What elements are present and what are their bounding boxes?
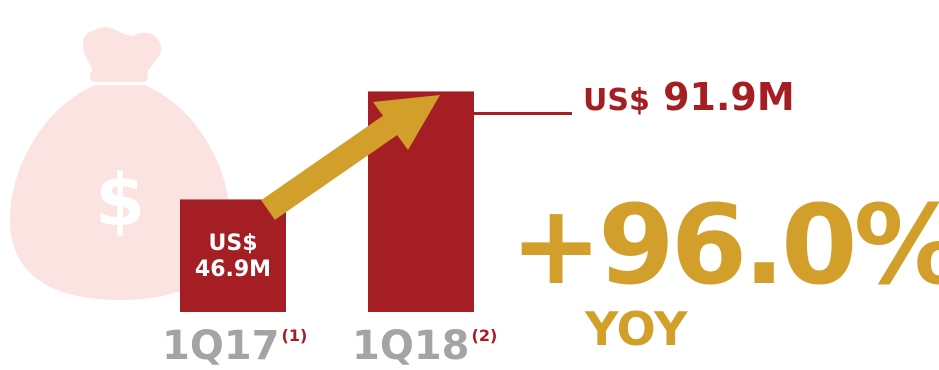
growth-percentage: +96.0% [510,181,939,309]
dollar-sign-icon: $ [95,158,145,242]
bar-1q17 [180,199,286,312]
money-bag-icon [10,27,230,300]
data-label-1q17-currency: US$ [208,231,258,257]
data-label-1q17: US$ 46.9M [180,231,286,283]
x-tick-label-1q17-text: 1Q17 [162,323,280,369]
x-tick-label-1q18-text: 1Q18 [352,323,470,369]
growth-arrow-icon [261,95,440,220]
growth-period: YOY [585,302,688,356]
data-label-1q18-amount: 91.9M [663,75,795,119]
chart-canvas: $ [10,27,572,312]
data-label-1q18: US$ 91.9M [583,75,795,119]
x-tick-note-1q18: (2) [471,326,498,345]
chart: $ US$ 46.9M US$ 91.9M +96.0% YOY 1Q17 (1)… [10,27,939,369]
data-label-1q17-amount: 46.9M [194,257,272,283]
x-tick-label-1q17: 1Q17 (1) [162,312,307,370]
data-label-1q18-currency: US$ [583,83,650,118]
x-tick-label-1q18: 1Q18 (2) [352,312,497,370]
x-tick-note-1q17: (1) [281,326,308,345]
